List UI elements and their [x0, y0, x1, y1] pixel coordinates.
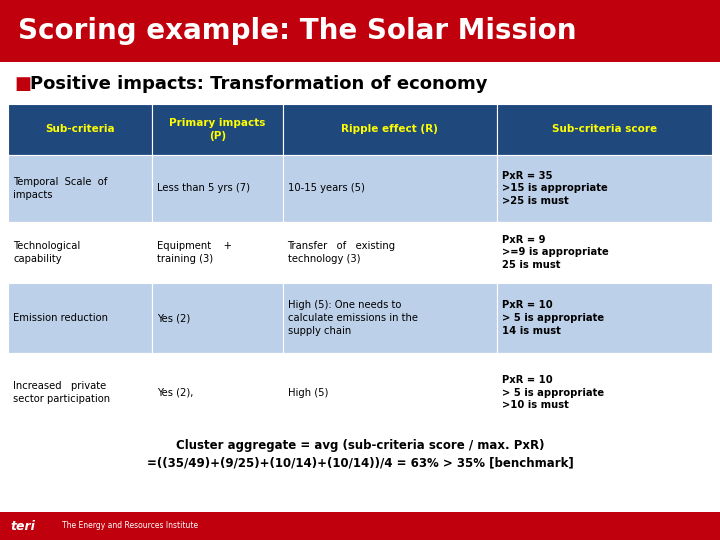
- Text: High (5): One needs to
calculate emissions in the
supply chain: High (5): One needs to calculate emissio…: [287, 300, 418, 336]
- Bar: [153, 104, 282, 155]
- Text: ■: ■: [14, 75, 31, 93]
- Bar: [8, 104, 153, 155]
- Text: Yes (2),: Yes (2),: [157, 388, 194, 397]
- Bar: [498, 283, 712, 353]
- Text: Scoring example: The Solar Mission: Scoring example: The Solar Mission: [18, 17, 577, 45]
- Text: Sub-criteria: Sub-criteria: [45, 124, 115, 134]
- Text: teri: teri: [10, 519, 35, 532]
- Text: 10-15 years (5): 10-15 years (5): [287, 184, 364, 193]
- Text: PxR = 10
> 5 is appropriate
14 is must: PxR = 10 > 5 is appropriate 14 is must: [503, 300, 604, 336]
- Bar: [8, 155, 153, 222]
- Text: Cluster aggregate = avg (sub-criteria score / max. PxR): Cluster aggregate = avg (sub-criteria sc…: [176, 440, 544, 453]
- Text: The Energy and Resources Institute: The Energy and Resources Institute: [62, 522, 198, 530]
- Bar: [282, 104, 498, 155]
- Bar: [282, 222, 498, 283]
- Text: Transfer   of   existing
technology (3): Transfer of existing technology (3): [287, 241, 396, 264]
- Bar: [0, 0, 720, 62]
- Bar: [282, 155, 498, 222]
- Bar: [8, 222, 153, 283]
- Bar: [8, 353, 153, 432]
- Text: Increased   private
sector participation: Increased private sector participation: [13, 381, 110, 404]
- Text: Yes (2): Yes (2): [157, 313, 191, 323]
- Text: Positive impacts: Transformation of economy: Positive impacts: Transformation of econ…: [30, 75, 487, 93]
- Bar: [8, 283, 153, 353]
- Text: PxR = 9
>=9 is appropriate
25 is must: PxR = 9 >=9 is appropriate 25 is must: [503, 234, 609, 270]
- Text: Emission reduction: Emission reduction: [13, 313, 108, 323]
- Bar: [153, 283, 282, 353]
- Text: Sub-criteria score: Sub-criteria score: [552, 124, 657, 134]
- Bar: [282, 353, 498, 432]
- Text: PxR = 35
>15 is appropriate
>25 is must: PxR = 35 >15 is appropriate >25 is must: [503, 171, 608, 206]
- Text: =((35/49)+(9/25)+(10/14)+(10/14))/4 = 63% > 35% [benchmark]: =((35/49)+(9/25)+(10/14)+(10/14))/4 = 63…: [147, 456, 573, 469]
- Text: PxR = 10
> 5 is appropriate
>10 is must: PxR = 10 > 5 is appropriate >10 is must: [503, 375, 604, 410]
- Bar: [0, 512, 720, 540]
- Bar: [498, 353, 712, 432]
- Text: Temporal  Scale  of
impacts: Temporal Scale of impacts: [13, 177, 107, 200]
- Bar: [153, 222, 282, 283]
- Bar: [153, 155, 282, 222]
- Text: Ripple effect (R): Ripple effect (R): [341, 124, 438, 134]
- Bar: [8, 514, 56, 538]
- Bar: [498, 155, 712, 222]
- Bar: [498, 104, 712, 155]
- Bar: [153, 353, 282, 432]
- Text: High (5): High (5): [287, 388, 328, 397]
- Text: Primary impacts
(P): Primary impacts (P): [169, 118, 266, 140]
- Text: Less than 5 yrs (7): Less than 5 yrs (7): [157, 184, 251, 193]
- Text: Equipment    +
training (3): Equipment + training (3): [157, 241, 233, 264]
- Bar: [498, 222, 712, 283]
- Text: Technological
capability: Technological capability: [13, 241, 80, 264]
- Bar: [282, 283, 498, 353]
